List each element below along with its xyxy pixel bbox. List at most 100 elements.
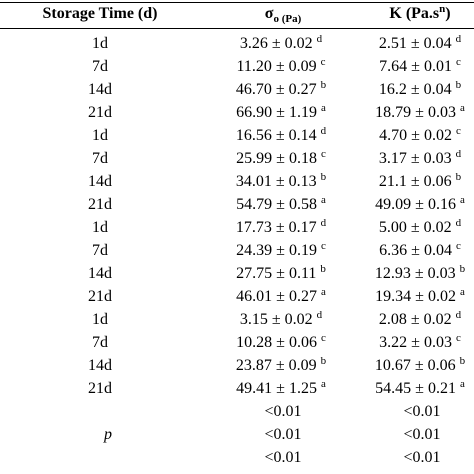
storage-time: 14d	[88, 357, 112, 374]
sigma-value: 34.01 ± 0.13	[235, 173, 317, 190]
sigma-value: 25.99 ± 0.18	[236, 150, 317, 167]
k-cell: 21.1 ± 0.06 b	[379, 172, 461, 191]
storage-time: 1d	[92, 127, 108, 144]
sigma-cell: 23.87 ± 0.09 b	[235, 355, 327, 375]
sigma-letter: b	[320, 171, 327, 183]
storage-time: 7d	[92, 58, 108, 75]
header-k: K (Pa.sn)	[389, 3, 450, 23]
sigma-cell: 10.28 ± 0.06 c	[236, 332, 326, 352]
sigma-cell: 16.56 ± 0.14 d	[235, 125, 327, 145]
storage-time: 14d	[88, 265, 112, 282]
storage-time: 1d	[92, 219, 108, 236]
k-cell: 7.64 ± 0.01 c	[379, 56, 461, 76]
storage-time: 1d	[92, 311, 108, 328]
storage-time: 21d	[88, 196, 112, 213]
sigma-cell: 24.39 ± 0.19 c	[236, 240, 326, 260]
k-value: 5.00 ± 0.02	[378, 219, 452, 236]
sigma-cell: 3.15 ± 0.02 d	[239, 309, 323, 329]
sigma-letter: d	[316, 33, 323, 45]
sigma-letter: b	[320, 263, 326, 275]
sigma-letter: a	[320, 378, 326, 390]
k-letter: c	[455, 240, 461, 252]
sigma-letter: c	[320, 240, 326, 252]
sigma-value: 24.39 ± 0.19	[236, 242, 317, 259]
sigma-cell: 66.90 ± 1.19 a	[236, 103, 326, 122]
k-letter: b	[459, 355, 466, 367]
k-cell: 16.2 ± 0.04 b	[378, 79, 462, 99]
k-value: 2.51 ± 0.04	[378, 35, 452, 52]
k-cell: 19.34 ± 0.02 a	[375, 286, 465, 306]
k-value: 18.79 ± 0.03	[375, 104, 456, 121]
sigma-letter: d	[320, 125, 327, 137]
k-cell: 4.70 ± 0.02 c	[379, 125, 461, 145]
p-k: <0.01	[403, 426, 441, 443]
storage-time: 14d	[88, 173, 112, 190]
k-letter: a	[459, 102, 465, 114]
k-value: 19.34 ± 0.02	[375, 288, 456, 305]
k-cell: 3.17 ± 0.03 d	[378, 148, 462, 168]
sigma-value: 10.28 ± 0.06	[236, 334, 317, 351]
p-sigma: <0.01	[264, 426, 302, 443]
sigma-value: 23.87 ± 0.09	[235, 357, 317, 374]
k-value: 2.08 ± 0.02	[378, 311, 452, 328]
sigma-letter: d	[320, 217, 327, 229]
k-letter: d	[455, 148, 462, 160]
sigma-cell: 17.73 ± 0.17 d	[236, 217, 327, 237]
k-value: 7.64 ± 0.01	[379, 58, 452, 75]
k-cell: 2.51 ± 0.04 d	[378, 34, 461, 53]
k-cell: 49.09 ± 0.16 a	[375, 194, 465, 214]
sigma-cell: 46.01 ± 0.27 a	[236, 287, 326, 306]
k-letter: d	[455, 309, 462, 321]
sigma-letter: c	[320, 148, 326, 160]
sigma-cell: 34.01 ± 0.13 b	[235, 171, 327, 191]
k-superscript: n	[439, 3, 446, 15]
k-value: 4.70 ± 0.02	[379, 127, 452, 144]
sigma-value: 27.75 ± 0.11	[236, 265, 317, 282]
storage-time: 21d	[88, 380, 112, 397]
storage-time: 14d	[88, 81, 112, 98]
storage-time: 21d	[88, 288, 112, 305]
sigma-value: 11.20 ± 0.09	[236, 58, 317, 75]
sigma-value: 54.79 ± 0.58	[236, 196, 317, 213]
sigma-letter: c	[320, 332, 326, 344]
sigma-cell: 54.79 ± 0.58 a	[236, 195, 326, 214]
k-value: 10.67 ± 0.06	[374, 357, 456, 374]
storage-time: 7d	[92, 150, 108, 167]
k-letter: a	[459, 286, 465, 298]
sigma-cell: 25.99 ± 0.18 c	[236, 148, 326, 168]
sigma-cell: 49.41 ± 1.25 a	[236, 378, 326, 398]
sigma-letter: b	[320, 355, 327, 367]
sigma-value: 3.15 ± 0.02	[239, 311, 313, 328]
k-cell: 18.79 ± 0.03 a	[375, 102, 465, 122]
header-rule	[0, 28, 474, 29]
k-letter: a	[459, 194, 465, 206]
k-cell: 54.45 ± 0.21 a	[375, 378, 465, 398]
header-storage-time: Storage Time (d)	[42, 5, 158, 22]
k-letter: b	[455, 79, 462, 91]
k-value: 54.45 ± 0.21	[375, 380, 456, 397]
k-value: 3.22 ± 0.03	[379, 334, 452, 351]
p-k: <0.01	[403, 449, 441, 466]
sigma-value: 46.01 ± 0.27	[236, 288, 317, 305]
sigma-value: 49.41 ± 1.25	[236, 380, 317, 397]
storage-time: 21d	[88, 104, 112, 121]
sigma-value: 16.56 ± 0.14	[235, 127, 317, 144]
k-letter: a	[459, 378, 465, 390]
sigma-letter: c	[320, 56, 326, 68]
sigma-cell: 11.20 ± 0.09 c	[236, 56, 326, 76]
sigma-value: 66.90 ± 1.19	[236, 104, 317, 121]
k-value: 49.09 ± 0.16	[375, 196, 456, 213]
k-letter: c	[455, 56, 461, 68]
k-cell: 12.93 ± 0.03 b	[375, 264, 465, 283]
k-letter: d	[455, 217, 462, 229]
k-cell: 6.36 ± 0.04 c	[379, 240, 461, 260]
p-label: p	[104, 426, 112, 443]
sigma-letter: d	[316, 309, 323, 321]
sigma-cell: 27.75 ± 0.11 b	[236, 263, 326, 283]
k-label: K (Pa.s	[389, 5, 440, 22]
k-letter: c	[455, 125, 461, 137]
storage-time: 7d	[92, 242, 108, 259]
k-value: 16.2 ± 0.04	[378, 81, 452, 98]
k-value: 3.17 ± 0.03	[378, 150, 452, 167]
